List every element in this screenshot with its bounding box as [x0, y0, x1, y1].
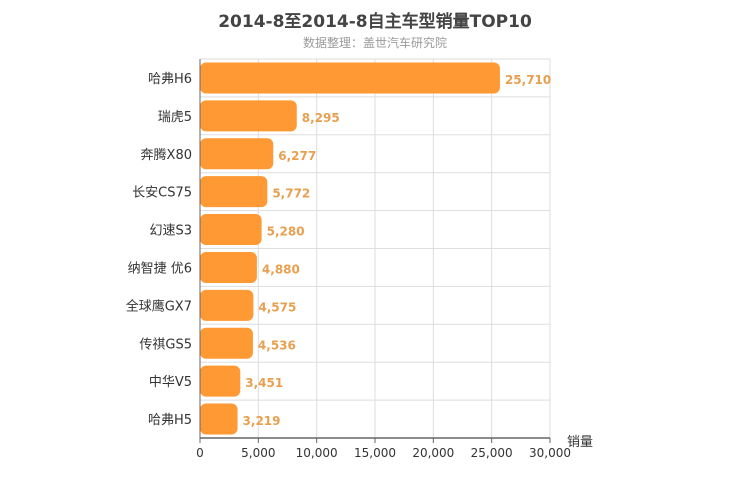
bar-value-label: 3,219 — [243, 414, 281, 428]
bar — [200, 289, 254, 321]
bar-value-label: 3,451 — [245, 376, 283, 390]
category-label: 哈弗H5 — [148, 413, 192, 428]
bar — [200, 327, 253, 359]
x-axis-title: 销量 — [567, 435, 593, 450]
bars: 25,710 8,295 6,277 5,772 5,280 4,880 4,575 4,53… — [200, 62, 551, 435]
category-label: 纳智捷 优6 — [128, 261, 192, 276]
bar-value-label: 6,277 — [278, 149, 316, 163]
x-tick-label: 15,000 — [354, 446, 396, 460]
x-tick-label: 30,000 — [529, 446, 571, 460]
category-label: 长安CS75 — [132, 186, 192, 201]
category-label: 哈弗H6 — [148, 72, 192, 87]
x-tick-label: 5,000 — [241, 446, 275, 460]
bar — [200, 100, 297, 132]
bar-value-label: 5,772 — [272, 187, 310, 201]
category-label: 全球鹰GX7 — [126, 298, 192, 314]
bar — [200, 365, 241, 397]
bar-value-label: 25,710 — [505, 73, 551, 87]
axes: 哈弗H6 瑞虎5 奔腾X80 长安CS75 幻速S3 纳智捷 优6 全球鹰GX7 传祺GS5 中… — [126, 59, 571, 460]
category-label: 传祺GS5 — [139, 337, 192, 352]
bar-value-label: 5,280 — [267, 225, 305, 239]
bar — [200, 176, 268, 208]
bar — [200, 62, 500, 94]
bar-value-label: 4,575 — [258, 300, 296, 314]
category-label: 幻速S3 — [149, 224, 192, 239]
category-label: 瑞虎5 — [158, 110, 192, 125]
bar-value-label: 4,880 — [262, 262, 300, 276]
x-tick-label: 20,000 — [412, 446, 454, 460]
bar — [200, 138, 274, 170]
x-tick-label: 10,000 — [296, 446, 338, 460]
bar — [200, 214, 262, 246]
bar-value-label: 4,536 — [258, 338, 296, 352]
category-label: 中华V5 — [149, 375, 192, 390]
chart-subtitle: 数据整理：盖世汽车研究院 — [302, 36, 447, 50]
chart-title: 2014-8至2014-8自主车型销量TOP10 — [218, 12, 532, 32]
x-tick-label: 25,000 — [471, 446, 513, 460]
bar-value-label: 8,295 — [302, 111, 340, 125]
x-tick-label: 0 — [196, 446, 204, 460]
category-label: 奔腾X80 — [141, 147, 192, 163]
bar — [200, 403, 238, 435]
bar — [200, 251, 257, 283]
